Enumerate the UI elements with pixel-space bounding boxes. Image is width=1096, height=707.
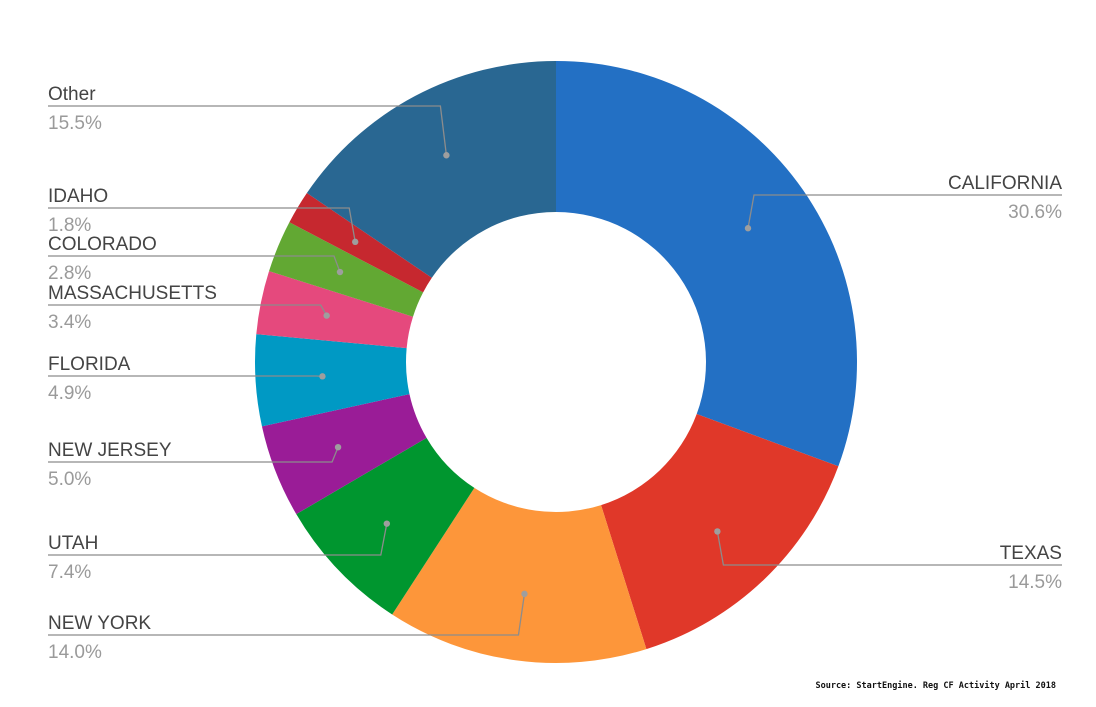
leader-line-idaho [48, 207, 356, 242]
leader-dot-other [443, 152, 450, 159]
slice-colorado [269, 222, 424, 317]
leader-dot-idaho [352, 238, 359, 246]
leader-line-new-jersey [48, 446, 339, 463]
source-note: Source: StartEngine. Reg CF Activity Apr… [815, 680, 1056, 691]
slice-value-other: 15.5% [48, 113, 102, 134]
slice-value-california: 30.6% [1008, 202, 1062, 223]
slice-label-new-york: NEW YORK [48, 613, 151, 634]
leader-dot-new-york [521, 590, 528, 598]
leader-line-colorado [48, 255, 341, 273]
slice-value-new-jersey: 5.0% [48, 469, 91, 490]
slice-label-other: Other [48, 84, 96, 105]
leader-dot-utah [383, 520, 391, 527]
slice-idaho [289, 193, 432, 293]
slice-value-idaho: 1.8% [48, 215, 91, 236]
slice-label-texas: TEXAS [1000, 543, 1062, 564]
slice-value-texas: 14.5% [1008, 572, 1062, 593]
slice-label-massachusetts: MASSACHUSETTS [48, 283, 217, 304]
leader-line-other [48, 105, 448, 156]
slice-value-massachusetts: 3.4% [48, 312, 91, 333]
slice-value-florida: 4.9% [48, 383, 91, 404]
leader-line-california [747, 194, 1062, 229]
leader-line-texas [716, 531, 1062, 566]
slice-new-jersey [261, 394, 427, 515]
slice-value-utah: 7.4% [48, 562, 91, 583]
slice-other [306, 61, 556, 278]
leader-dot-colorado [336, 268, 344, 276]
slice-label-utah: UTAH [48, 533, 98, 554]
slice-new-york [392, 487, 647, 663]
leader-line-utah [48, 523, 388, 556]
slice-label-florida: FLORIDA [48, 354, 131, 375]
leader-line-new-york [48, 593, 526, 636]
slice-label-idaho: IDAHO [48, 186, 108, 207]
slice-label-new-jersey: NEW JERSEY [48, 440, 172, 461]
leader-dot-massachusetts [323, 312, 330, 319]
slice-label-colorado: COLORADO [48, 234, 157, 255]
slice-california [556, 61, 857, 467]
slice-florida [255, 334, 410, 427]
leader-line-massachusetts [48, 304, 328, 316]
slice-label-california: CALIFORNIA [948, 173, 1062, 194]
leader-dot-texas [714, 528, 721, 535]
leader-dot-florida [319, 373, 326, 380]
slice-value-new-york: 14.0% [48, 642, 102, 663]
leader-dot-california [744, 225, 752, 232]
slice-value-colorado: 2.8% [48, 263, 91, 284]
leader-dot-new-jersey [334, 443, 342, 451]
slice-massachusetts [256, 271, 413, 349]
